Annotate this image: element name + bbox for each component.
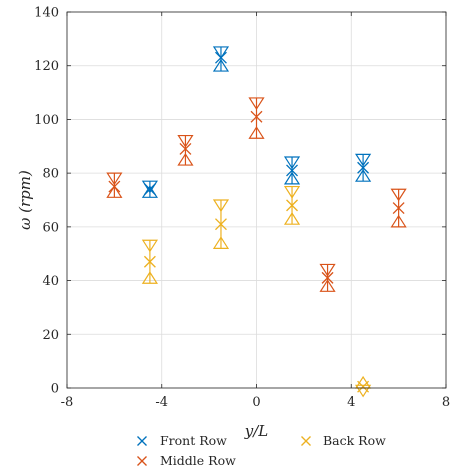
y-tick-label: 120 <box>34 59 59 74</box>
cross-stroke <box>392 202 405 215</box>
upper-bound-triangle <box>212 46 230 60</box>
x-tick-label: -4 <box>155 395 168 410</box>
lower-bound-triangle <box>212 58 230 72</box>
legend-entry: Front Row <box>137 433 227 448</box>
data-point <box>106 172 123 198</box>
cross-stroke <box>215 218 227 231</box>
y-tick-label: 140 <box>34 6 59 21</box>
series-back-row <box>141 185 372 398</box>
lower-bound-triangle <box>355 169 372 182</box>
mean-marker <box>179 143 192 155</box>
legend-marker <box>137 456 147 466</box>
data-point <box>283 185 301 225</box>
y-tick-label: 20 <box>42 328 59 343</box>
cross-stroke <box>286 199 298 212</box>
legend: Front Row Middle Row Back Row <box>137 433 386 468</box>
y-tick-label: 0 <box>51 382 59 397</box>
y-tick-label: 60 <box>42 220 59 235</box>
cross-stroke <box>108 180 121 193</box>
x-tick-label: -8 <box>61 395 74 410</box>
cross-stroke <box>357 161 370 174</box>
legend-label: Middle Row <box>160 453 236 468</box>
legend-entry: Middle Row <box>137 453 236 468</box>
upper-bound-triangle <box>390 188 407 202</box>
series-front-row <box>141 46 372 198</box>
mean-marker <box>108 180 121 193</box>
data-point <box>319 263 336 292</box>
lower-bound-triangle <box>141 271 158 284</box>
lower-bound-triangle <box>141 185 158 198</box>
mean-marker <box>215 51 227 64</box>
x-tick-label: 0 <box>252 395 260 410</box>
mean-marker <box>357 161 370 174</box>
cross-stroke <box>179 143 192 155</box>
cross-stroke <box>250 110 263 123</box>
lower-bound-triangle <box>212 236 230 249</box>
lower-bound-triangle <box>319 279 336 292</box>
upper-bound-triangle <box>319 263 336 277</box>
data-point <box>141 180 158 198</box>
legend-label: Back Row <box>323 433 386 448</box>
data-point <box>390 188 407 228</box>
upper-bound-triangle <box>141 239 158 253</box>
mean-marker <box>286 164 298 177</box>
cross-stroke <box>215 51 227 64</box>
cross-stroke <box>143 183 156 196</box>
mean-marker <box>215 218 227 231</box>
lower-bound-triangle <box>177 152 194 166</box>
y-axis-label: ω (rpm) <box>16 170 34 230</box>
lower-bound-triangle <box>283 212 301 225</box>
y-tick-label: 100 <box>34 113 59 128</box>
data-point <box>212 199 230 249</box>
series-middle-row <box>106 97 407 292</box>
cross-stroke <box>321 271 334 284</box>
upper-bound-triangle <box>283 156 301 170</box>
lower-bound-triangle <box>390 214 407 228</box>
data-point <box>248 97 265 139</box>
upper-bound-triangle <box>283 185 301 199</box>
y-tick-label: 40 <box>42 274 59 289</box>
y-tick-label: 80 <box>42 167 59 182</box>
legend-entry: Back Row <box>301 433 386 448</box>
upper-bound-triangle <box>248 97 265 111</box>
lower-bound-triangle <box>106 185 123 198</box>
mean-marker <box>250 110 263 123</box>
x-tick-label: 8 <box>442 395 450 410</box>
mean-marker <box>286 199 298 212</box>
lower-bound-triangle <box>248 126 265 139</box>
data-point <box>355 153 372 182</box>
data-point <box>283 156 301 185</box>
data-series <box>106 46 407 398</box>
upper-bound-triangle <box>177 134 194 148</box>
upper-bound-triangle <box>141 180 158 194</box>
data-point <box>177 134 194 166</box>
cross-stroke <box>143 255 156 268</box>
lower-bound-triangle <box>283 171 301 185</box>
legend-label: Front Row <box>160 433 227 448</box>
mean-marker <box>357 380 370 393</box>
mean-marker <box>143 255 156 268</box>
upper-bound-triangle <box>355 153 372 167</box>
data-point <box>355 375 372 398</box>
cross-stroke <box>137 436 147 446</box>
grid-lines <box>66 11 447 389</box>
mean-marker <box>321 271 334 284</box>
legend-marker <box>301 436 311 446</box>
mean-marker <box>392 202 405 215</box>
x-axis-label: y/L <box>244 422 269 440</box>
cross-stroke <box>301 436 311 446</box>
cross-stroke <box>357 380 370 393</box>
x-tick-label: 4 <box>347 395 355 410</box>
cross-stroke <box>137 456 147 466</box>
upper-bound-triangle <box>212 199 230 213</box>
data-point <box>212 46 230 72</box>
data-point <box>141 239 158 284</box>
cross-stroke <box>286 164 298 177</box>
mean-marker <box>143 183 156 196</box>
upper-bound-triangle <box>106 172 123 186</box>
legend-marker <box>137 436 147 446</box>
